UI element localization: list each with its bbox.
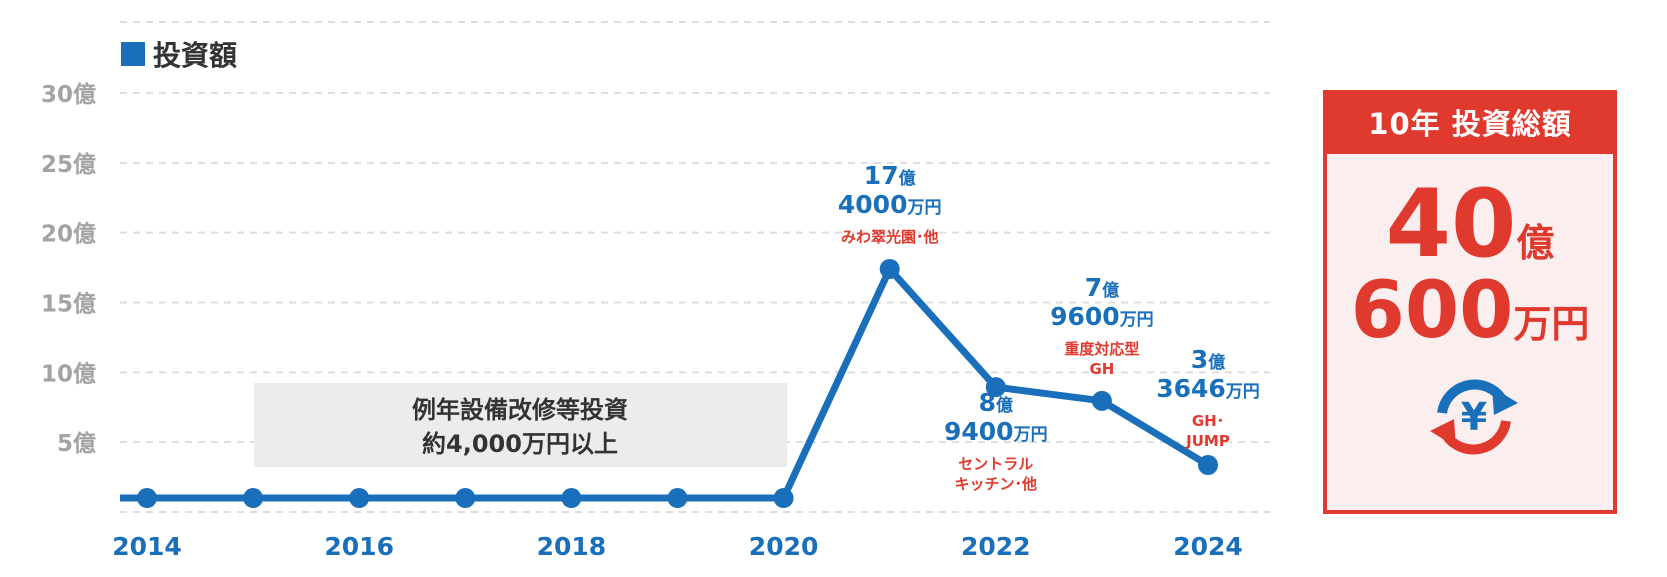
annotation-project-label: キッチン･他 bbox=[955, 475, 1038, 493]
data-annotations: 17億4000万円みわ翠光園･他8億9400万円セントラルキッチン･他7億960… bbox=[838, 161, 1260, 493]
annotation-unit: 億 bbox=[899, 168, 916, 189]
annotation-value: GH bbox=[1089, 360, 1114, 378]
annotation-project-label: GH bbox=[1089, 360, 1114, 378]
annotation-amount: 3億 bbox=[1191, 345, 1225, 374]
series-investment bbox=[120, 258, 1218, 509]
note-box-background bbox=[254, 383, 787, 467]
annotation-value: GH･ bbox=[1192, 412, 1224, 430]
note-box-line1: 例年設備改修等投資 bbox=[412, 396, 628, 424]
annotation-unit: 億 bbox=[996, 395, 1013, 416]
annotation-amount: 9400万円 bbox=[944, 417, 1048, 446]
data-point bbox=[667, 488, 688, 509]
x-tick-label: 2022 bbox=[961, 532, 1031, 561]
annotation-value: 3 bbox=[1191, 345, 1208, 374]
annotation-value: 9400 bbox=[944, 417, 1014, 446]
annotation-project-label: セントラル bbox=[958, 455, 1033, 473]
annotation-amount: 8億 bbox=[979, 388, 1013, 417]
data-point bbox=[561, 488, 582, 509]
annotation-value: 重度対応型 bbox=[1064, 340, 1139, 358]
y-axis-ticks: 5億 10億 15億 20億 25億 30億 bbox=[41, 81, 96, 457]
annotation-amount: 3646万円 bbox=[1156, 374, 1260, 403]
total-investment-box: 10年 投資総額 40億 600万円 ¥ bbox=[1323, 90, 1617, 514]
title-marker-square bbox=[121, 42, 145, 66]
annotation-project-label: みわ翠光園･他 bbox=[841, 228, 939, 246]
x-tick-label: 2020 bbox=[749, 532, 819, 561]
annotation-amount: 4000万円 bbox=[838, 190, 942, 219]
annotation-unit: 万円 bbox=[1119, 310, 1154, 330]
yen-glyph: ¥ bbox=[1461, 395, 1487, 439]
x-tick-label: 2024 bbox=[1173, 532, 1243, 561]
data-point bbox=[137, 488, 157, 509]
x-tick-label: 2014 bbox=[112, 532, 182, 561]
chart-title: 投資額 bbox=[121, 39, 237, 72]
annotation-unit: 億 bbox=[1102, 280, 1119, 301]
data-point bbox=[773, 488, 794, 509]
annotation-amount: 9600万円 bbox=[1050, 302, 1154, 331]
total-man-unit: 万円 bbox=[1513, 302, 1590, 346]
total-oku-amount: 40億 bbox=[1327, 178, 1613, 272]
note-box-line2: 約4,000万円以上 bbox=[422, 430, 618, 458]
data-point bbox=[879, 258, 900, 279]
annotation-amount: 17億 bbox=[864, 161, 916, 190]
annotation-value: 3646 bbox=[1156, 374, 1226, 403]
annotation-project-label: JUMP bbox=[1185, 432, 1230, 450]
data-point bbox=[455, 488, 476, 509]
x-tick-label: 2016 bbox=[324, 532, 394, 561]
annotation-value: 7 bbox=[1085, 273, 1102, 302]
x-axis-ticks: 2014 2016 2018 2020 2022 2024 bbox=[112, 532, 1243, 561]
annotation-value: 4000 bbox=[838, 190, 908, 219]
total-oku-value: 40 bbox=[1385, 170, 1517, 279]
data-point bbox=[349, 488, 370, 509]
x-tick-label: 2018 bbox=[537, 532, 607, 561]
data-point bbox=[1198, 455, 1218, 476]
annotation-value: セントラル bbox=[958, 455, 1033, 473]
total-man-value: 600 bbox=[1350, 266, 1514, 356]
yen-cycle-icon: ¥ bbox=[1430, 379, 1518, 455]
annotation-value: JUMP bbox=[1185, 432, 1230, 450]
total-oku-unit: 億 bbox=[1516, 221, 1555, 265]
series-line bbox=[120, 265, 1210, 502]
annotation-value: 8 bbox=[979, 388, 996, 417]
y-tick-label: 15億 bbox=[41, 291, 96, 318]
y-tick-label: 30億 bbox=[41, 81, 96, 108]
annotation-unit: 万円 bbox=[906, 198, 941, 218]
annotation-value: 9600 bbox=[1050, 302, 1120, 331]
annotation-value: 17 bbox=[864, 161, 899, 190]
total-man-amount: 600万円 bbox=[1327, 272, 1613, 350]
annotation-project-label: 重度対応型 bbox=[1064, 340, 1139, 358]
data-point bbox=[243, 488, 264, 509]
annotation-project-label: GH･ bbox=[1192, 412, 1224, 430]
annotation-unit: 万円 bbox=[1013, 425, 1048, 445]
y-tick-label: 10億 bbox=[41, 360, 96, 387]
annotation-unit: 億 bbox=[1208, 352, 1225, 373]
total-box-header: 10年 投資総額 bbox=[1327, 94, 1613, 154]
y-tick-label: 25億 bbox=[41, 151, 96, 178]
annotation-unit: 万円 bbox=[1225, 382, 1260, 402]
data-point bbox=[985, 377, 1006, 398]
annotation-value: キッチン･他 bbox=[955, 475, 1038, 493]
y-tick-label: 5億 bbox=[57, 430, 96, 457]
note-box: 例年設備改修等投資 約4,000万円以上 bbox=[254, 383, 787, 467]
y-tick-label: 20億 bbox=[41, 221, 96, 248]
chart-title-text: 投資額 bbox=[153, 39, 237, 72]
annotation-value: みわ翠光園･他 bbox=[841, 228, 939, 246]
data-point bbox=[1091, 390, 1112, 411]
annotation-amount: 7億 bbox=[1085, 273, 1119, 302]
